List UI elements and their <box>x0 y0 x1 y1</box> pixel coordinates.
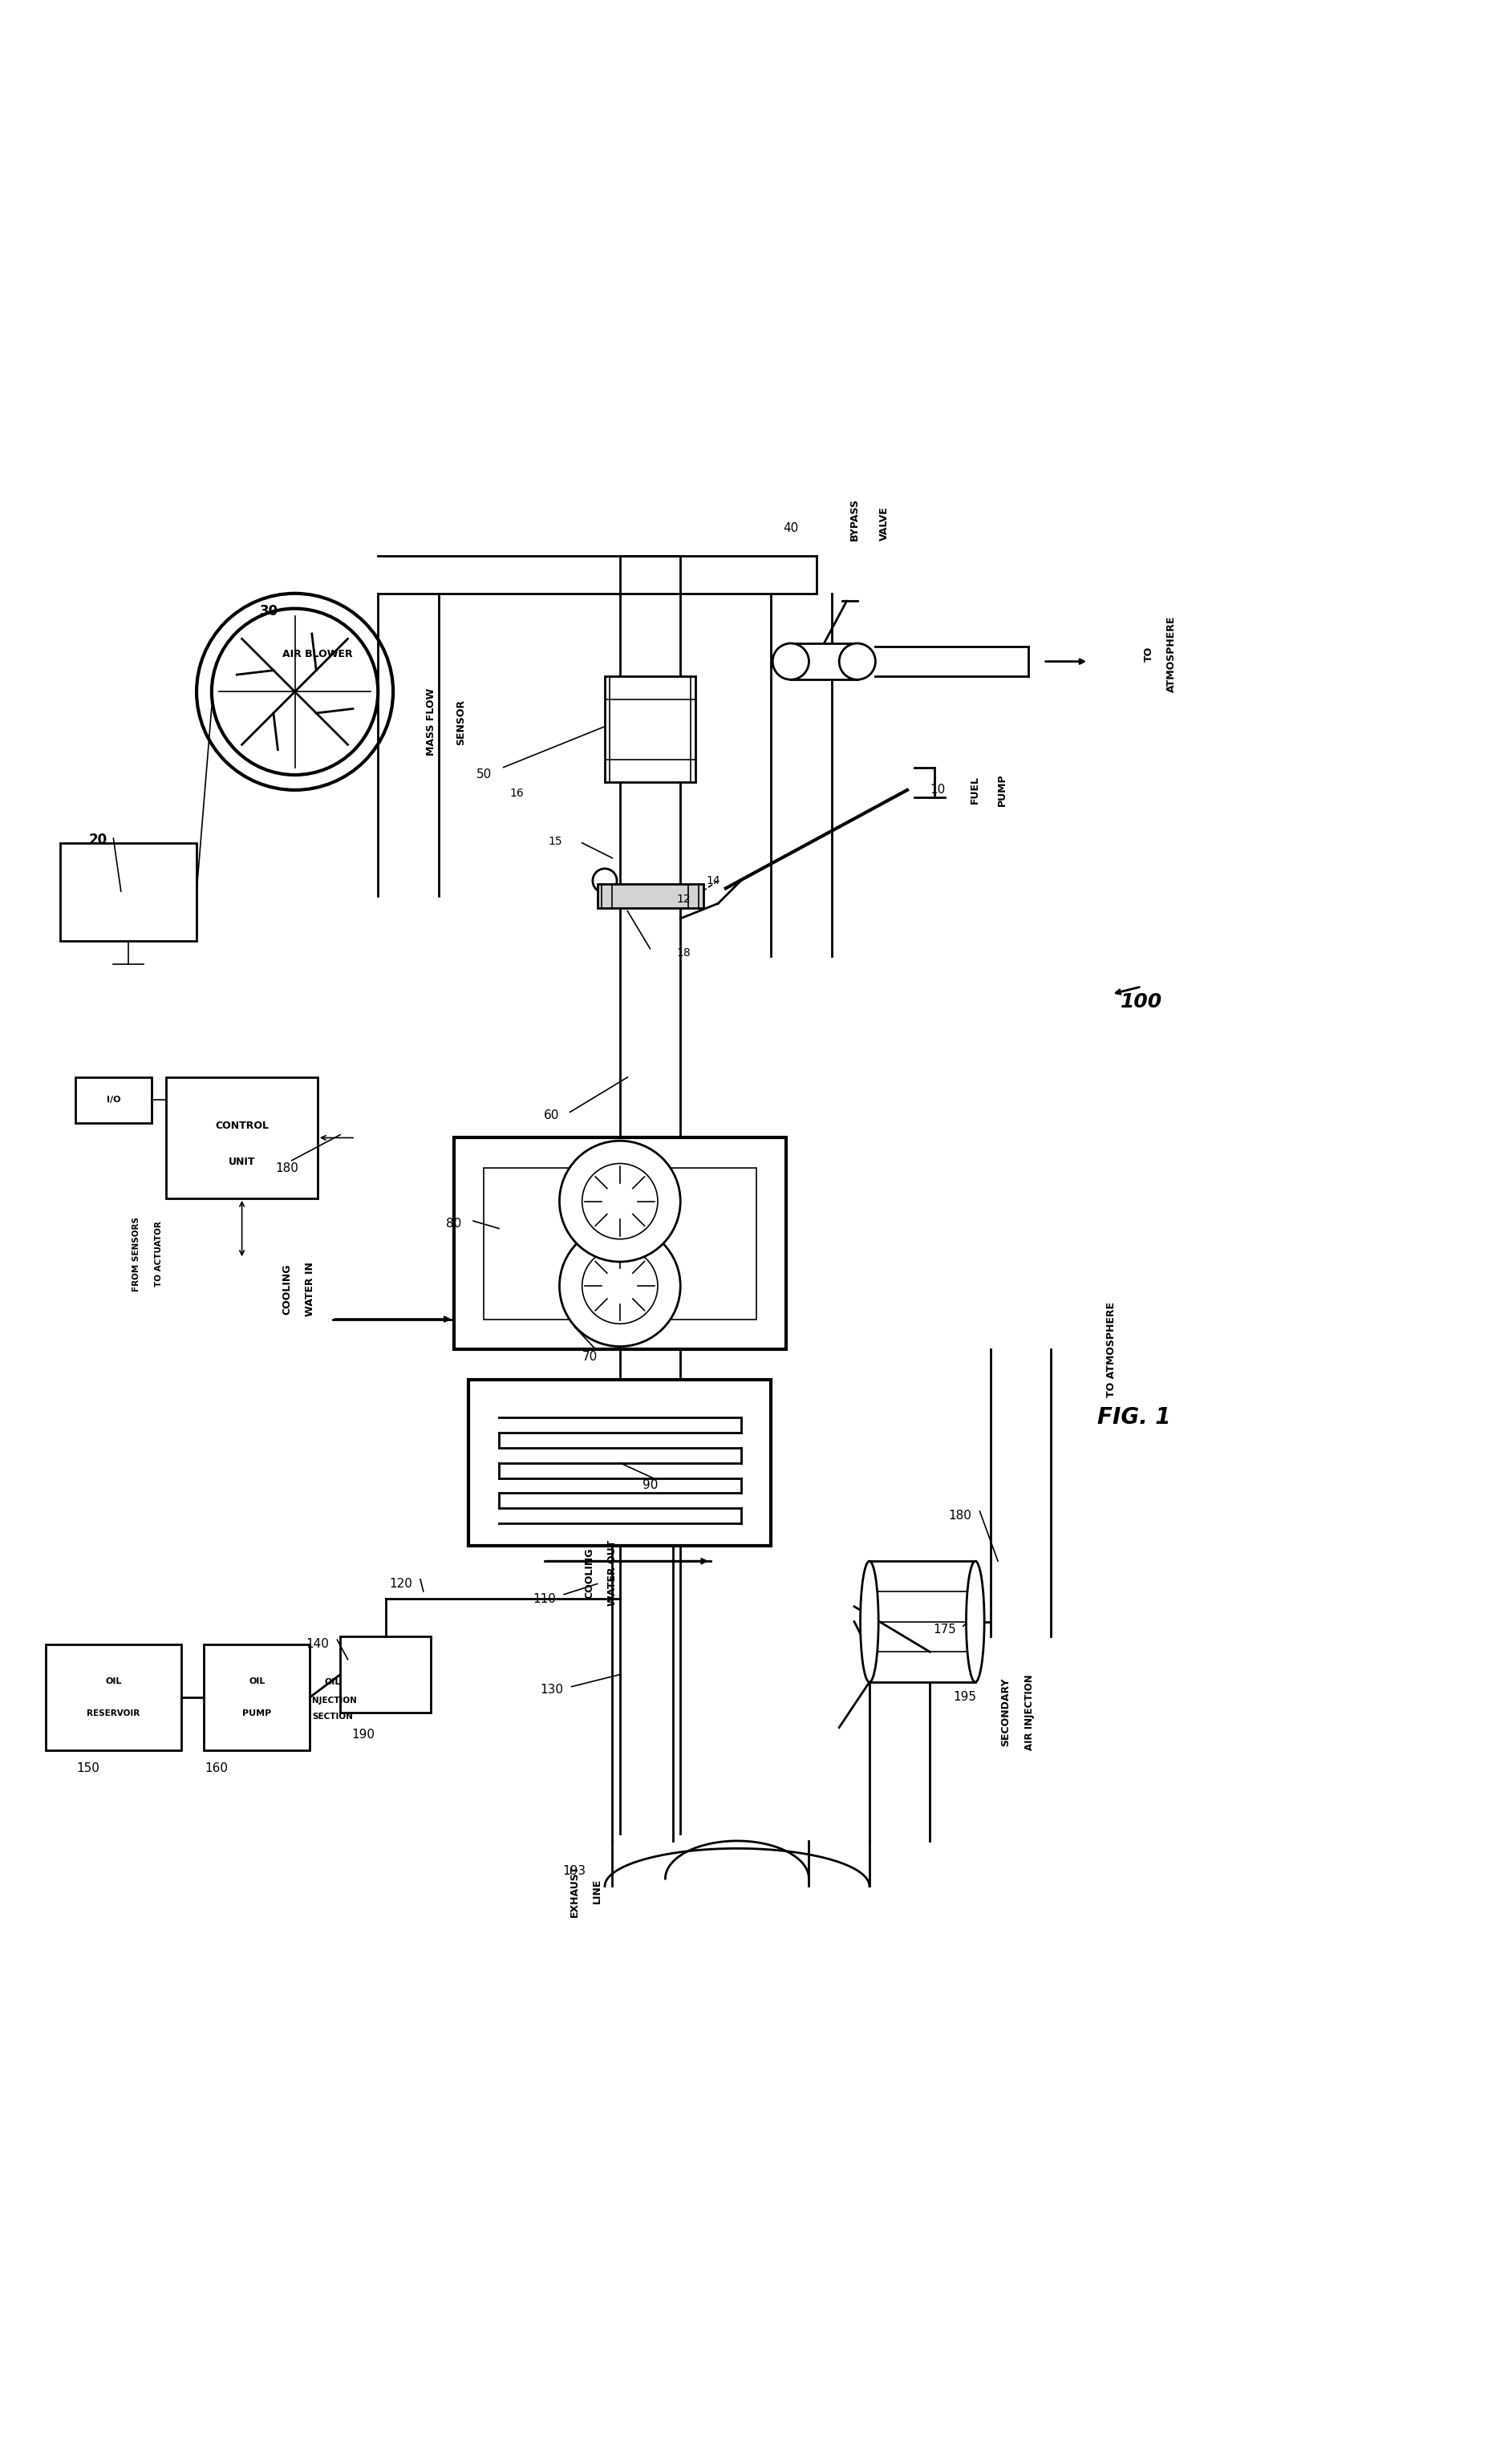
Text: BYPASS: BYPASS <box>850 499 859 541</box>
Text: 60: 60 <box>544 1108 559 1120</box>
FancyBboxPatch shape <box>204 1644 310 1749</box>
FancyBboxPatch shape <box>340 1636 431 1713</box>
Text: 193: 193 <box>562 1865 587 1877</box>
FancyBboxPatch shape <box>605 676 696 781</box>
Text: PUMP: PUMP <box>242 1710 272 1717</box>
Text: VALVE: VALVE <box>880 506 889 541</box>
FancyBboxPatch shape <box>791 644 857 681</box>
FancyBboxPatch shape <box>45 1644 181 1749</box>
Circle shape <box>773 644 809 681</box>
FancyBboxPatch shape <box>76 1076 151 1123</box>
Ellipse shape <box>860 1560 878 1683</box>
Text: 180: 180 <box>948 1509 972 1521</box>
Text: 160: 160 <box>204 1762 228 1774</box>
Text: INJECTION: INJECTION <box>308 1695 357 1705</box>
Text: PUMP: PUMP <box>998 774 1007 806</box>
Text: AIR INJECTION: AIR INJECTION <box>1025 1673 1034 1749</box>
Circle shape <box>559 1140 680 1263</box>
Circle shape <box>582 1248 658 1324</box>
Text: 50: 50 <box>476 769 491 781</box>
Circle shape <box>839 644 875 681</box>
Text: UNIT: UNIT <box>228 1157 256 1167</box>
Text: 14: 14 <box>706 875 721 887</box>
Text: TO: TO <box>1145 646 1154 661</box>
FancyBboxPatch shape <box>166 1076 318 1199</box>
FancyBboxPatch shape <box>469 1381 771 1545</box>
Text: LINE: LINE <box>593 1877 602 1904</box>
Circle shape <box>582 1165 658 1238</box>
Text: 18: 18 <box>676 948 691 958</box>
Text: 120: 120 <box>389 1577 413 1590</box>
Text: SECONDARY: SECONDARY <box>1001 1678 1010 1747</box>
Text: 16: 16 <box>510 786 525 799</box>
Text: OIL: OIL <box>106 1678 121 1686</box>
Text: FUEL: FUEL <box>971 776 980 803</box>
Text: 70: 70 <box>582 1351 597 1364</box>
Text: FIG. 1: FIG. 1 <box>1098 1405 1170 1428</box>
Text: 90: 90 <box>643 1479 658 1491</box>
Text: TO ATMOSPHERE: TO ATMOSPHERE <box>1107 1302 1116 1398</box>
Text: COOLING: COOLING <box>585 1548 594 1600</box>
Text: EXHAUST: EXHAUST <box>570 1865 579 1916</box>
Text: CONTROL: CONTROL <box>215 1120 269 1130</box>
Text: 110: 110 <box>532 1592 556 1604</box>
Text: MASS FLOW: MASS FLOW <box>426 688 435 757</box>
Text: SECTION: SECTION <box>313 1713 352 1720</box>
Text: 15: 15 <box>547 835 562 848</box>
Text: 40: 40 <box>783 523 798 536</box>
Circle shape <box>559 1226 680 1346</box>
Text: 130: 130 <box>540 1683 564 1695</box>
Text: TO ACTUATOR: TO ACTUATOR <box>154 1221 163 1287</box>
Text: 175: 175 <box>933 1624 957 1636</box>
Text: SENSOR: SENSOR <box>457 700 466 744</box>
Text: 80: 80 <box>446 1219 461 1231</box>
Circle shape <box>212 609 378 774</box>
FancyBboxPatch shape <box>869 1560 975 1683</box>
Text: 30: 30 <box>260 604 278 619</box>
Text: 195: 195 <box>953 1690 977 1703</box>
Text: 140: 140 <box>305 1639 330 1651</box>
Text: 150: 150 <box>76 1762 100 1774</box>
Text: AIR BLOWER: AIR BLOWER <box>283 649 352 658</box>
FancyBboxPatch shape <box>484 1167 756 1319</box>
Text: WATER IN: WATER IN <box>305 1263 314 1317</box>
Text: I/O: I/O <box>106 1096 121 1103</box>
Text: FROM SENSORS: FROM SENSORS <box>132 1216 141 1292</box>
Text: OIL: OIL <box>249 1678 265 1686</box>
Text: RESERVOIR: RESERVOIR <box>86 1710 141 1717</box>
Text: 20: 20 <box>89 833 107 848</box>
FancyBboxPatch shape <box>597 885 703 909</box>
Ellipse shape <box>966 1560 984 1683</box>
Text: 180: 180 <box>275 1162 299 1174</box>
Text: 100: 100 <box>1120 993 1163 1012</box>
Text: 12: 12 <box>676 894 691 904</box>
FancyBboxPatch shape <box>60 843 197 941</box>
Text: OIL: OIL <box>325 1678 340 1686</box>
Text: 10: 10 <box>930 784 945 796</box>
FancyBboxPatch shape <box>454 1138 786 1349</box>
Text: WATER OUT: WATER OUT <box>608 1541 617 1607</box>
Text: ATMOSPHERE: ATMOSPHERE <box>1167 617 1176 693</box>
Text: COOLING: COOLING <box>283 1263 292 1314</box>
Circle shape <box>593 870 617 892</box>
Text: 190: 190 <box>351 1730 375 1742</box>
